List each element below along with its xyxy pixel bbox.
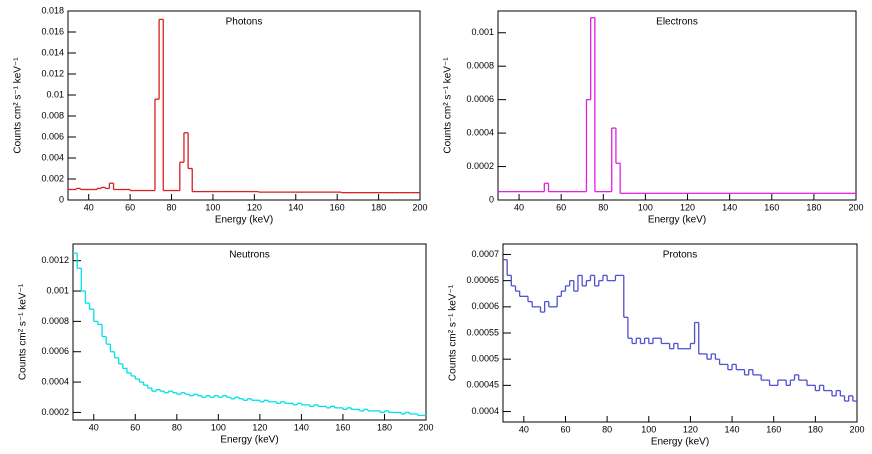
y-tick-label: 0.0006 — [466, 94, 494, 104]
y-tick-label: 0.00065 — [466, 275, 499, 285]
y-tick-label: 0 — [59, 194, 64, 204]
panel-title: Neutrons — [229, 250, 270, 261]
x-tick-label: 200 — [848, 202, 863, 212]
x-tick-label: 60 — [556, 202, 566, 212]
x-tick-label: 100 — [641, 424, 656, 434]
y-tick-label: 0.01 — [46, 89, 64, 99]
x-tick-label: 80 — [167, 202, 177, 212]
panel: 0 0.0002 0.0004 0.0006 0.0008 0.001 40 60 80 100 1… — [443, 10, 864, 226]
y-tick-label: 0.018 — [41, 5, 64, 15]
x-tick-label: 120 — [252, 422, 267, 432]
x-axis-title: Energy (keV) — [215, 215, 273, 226]
y-tick-label: 0.014 — [41, 47, 64, 57]
x-tick-label: 200 — [418, 422, 433, 432]
panel-title: Photons — [226, 17, 263, 28]
y-tick-label: 0.004 — [41, 152, 64, 162]
y-tick-label: 0.0008 — [41, 316, 69, 326]
x-tick-label: 40 — [519, 424, 529, 434]
x-axis-title: Energy (keV) — [651, 437, 709, 448]
y-tick-label: 0.012 — [41, 68, 64, 78]
x-tick-label: 200 — [412, 202, 427, 212]
x-tick-label: 40 — [84, 202, 94, 212]
y-tick-label: 0.0004 — [466, 127, 494, 137]
y-tick-label: 0.001 — [46, 285, 69, 295]
y-tick-label: 0.001 — [471, 27, 494, 37]
x-tick-label: 160 — [766, 424, 781, 434]
x-tick-label: 140 — [288, 202, 303, 212]
x-tick-label: 80 — [602, 424, 612, 434]
y-axis-title: Counts cm² s⁻¹ keV⁻¹ — [13, 57, 24, 154]
x-tick-label: 100 — [211, 422, 226, 432]
plot-frame — [497, 10, 857, 201]
plot-frame — [502, 243, 858, 423]
plot-frame — [67, 10, 421, 201]
y-axis-title: Counts cm² s⁻¹ keV⁻¹ — [443, 57, 454, 154]
x-tick-label: 100 — [638, 202, 653, 212]
y-tick-label: 0.00045 — [466, 380, 499, 390]
panel-title: Electrons — [656, 17, 698, 28]
x-tick-label: 80 — [598, 202, 608, 212]
y-tick-label: 0.0004 — [471, 406, 499, 416]
x-tick-label: 60 — [125, 202, 135, 212]
y-tick-label: 0.002 — [41, 173, 64, 183]
y-tick-label: 0.0006 — [471, 301, 499, 311]
x-tick-label: 140 — [294, 422, 309, 432]
x-tick-label: 160 — [330, 202, 345, 212]
y-tick-label: 0.0006 — [41, 346, 69, 356]
x-tick-label: 40 — [514, 202, 524, 212]
y-tick-label: 0.0008 — [466, 61, 494, 71]
y-tick-label: 0.00055 — [466, 327, 499, 337]
y-tick-label: 0.0007 — [471, 249, 499, 259]
panel: 0 0.002 0.004 0.006 0.008 0.01 0.012 0.014 0.016… — [13, 5, 428, 225]
plot-frame — [72, 243, 427, 421]
x-tick-label: 180 — [371, 202, 386, 212]
x-tick-label: 120 — [680, 202, 695, 212]
x-tick-label: 200 — [849, 424, 864, 434]
panel: 0.0004 0.00045 0.0005 0.00055 0.0006 0.00065 0… — [448, 243, 865, 448]
x-tick-label: 60 — [560, 424, 570, 434]
y-axis-title: Counts cm² s⁻¹ keV⁻¹ — [18, 283, 29, 380]
x-tick-label: 140 — [722, 202, 737, 212]
y-tick-label: 0.0005 — [471, 354, 499, 364]
x-axis-title: Energy (keV) — [648, 215, 706, 226]
x-axis-title: Energy (keV) — [220, 435, 278, 446]
x-tick-label: 120 — [247, 202, 262, 212]
x-tick-label: 100 — [205, 202, 220, 212]
x-tick-label: 40 — [89, 422, 99, 432]
x-tick-label: 160 — [764, 202, 779, 212]
y-tick-label: 0.006 — [41, 131, 64, 141]
x-tick-label: 60 — [130, 422, 140, 432]
y-axis-title: Counts cm² s⁻¹ keV⁻¹ — [448, 284, 459, 381]
x-tick-label: 140 — [725, 424, 740, 434]
x-tick-label: 80 — [172, 422, 182, 432]
x-tick-label: 180 — [808, 424, 823, 434]
panel-title: Protons — [663, 250, 697, 261]
y-tick-label: 0 — [489, 194, 494, 204]
x-tick-label: 160 — [335, 422, 350, 432]
y-tick-label: 0.008 — [41, 110, 64, 120]
x-tick-label: 180 — [806, 202, 821, 212]
y-tick-label: 0.016 — [41, 26, 64, 36]
y-tick-label: 0.0012 — [41, 255, 69, 265]
y-tick-label: 0.0004 — [41, 376, 69, 386]
panel: 0.0002 0.0004 0.0006 0.0008 0.001 0.0012 40 60 8… — [18, 243, 434, 446]
y-tick-label: 0.0002 — [41, 407, 69, 417]
x-tick-label: 120 — [683, 424, 698, 434]
x-tick-label: 180 — [377, 422, 392, 432]
y-tick-label: 0.0002 — [466, 161, 494, 171]
